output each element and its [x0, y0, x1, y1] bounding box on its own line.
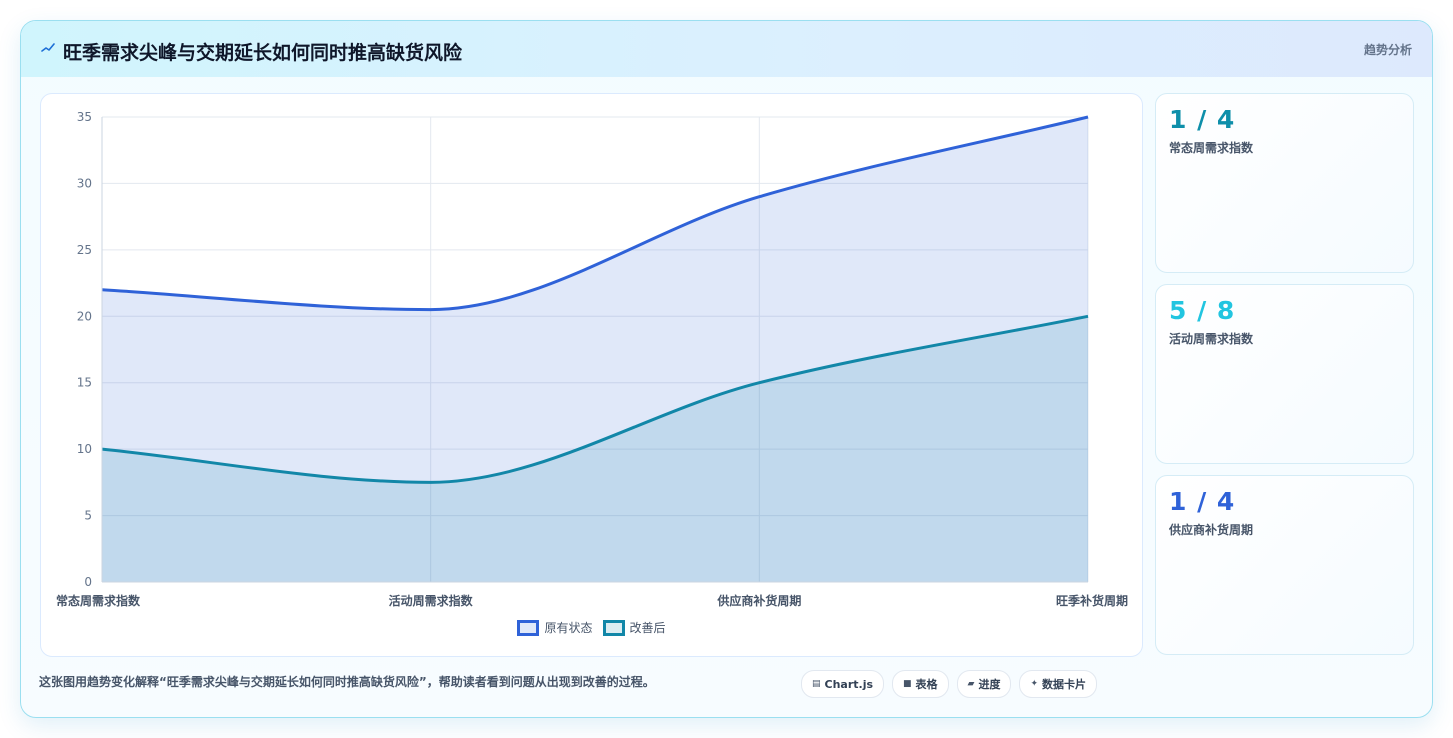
- pill-progress[interactable]: ▰ 进度: [956, 670, 1012, 698]
- y-tick-label: 10: [77, 442, 92, 456]
- x-tick-label: 活动周需求指数: [389, 593, 474, 608]
- legend-label-improved: 改善后: [629, 621, 666, 635]
- feature-pills: ▤ Chart.js ■ 表格 ▰ 进度 ✦ 数据卡片: [801, 670, 1098, 698]
- chart-legend: 原有状态 改善后: [41, 619, 1142, 636]
- x-tick-label: 旺季补货周期: [1056, 593, 1128, 608]
- x-tick-label: 供应商补货周期: [716, 593, 801, 608]
- chart-icon: ▤: [812, 679, 821, 689]
- pill-label: 数据卡片: [1042, 678, 1087, 691]
- pill-label: 进度: [978, 678, 1001, 691]
- y-tick-label: 15: [77, 376, 92, 390]
- pill-table[interactable]: ■ 表格: [892, 670, 949, 698]
- stat-card-3: 1 / 4 供应商补货周期: [1155, 475, 1414, 655]
- pill-label: 表格: [915, 678, 938, 691]
- analysis-tag: 趋势分析: [1363, 43, 1412, 57]
- table-icon: ■: [903, 679, 912, 689]
- chart-description: 这张图用趋势变化解释“旺季需求尖峰与交期延长如何同时推高缺货风险”，帮助读者看到…: [39, 675, 655, 689]
- sparkle-icon: ✦: [1030, 679, 1039, 689]
- series-area: [102, 316, 1088, 582]
- y-tick-label: 20: [77, 309, 92, 323]
- series-area: [102, 117, 1088, 582]
- chart-panel: 0 5 10 15 20 25 30 35 常态周需求指数 活动周需求指数 供应商补货周期 旺季补货周…: [40, 93, 1143, 657]
- legend-label-original: 原有状态: [544, 621, 593, 635]
- stat-label: 供应商补货周期: [1169, 523, 1254, 537]
- stat-value: 5 / 8: [1169, 296, 1236, 325]
- pill-label: Chart.js: [824, 677, 874, 691]
- y-tick-label: 30: [77, 176, 92, 190]
- card-header: 旺季需求尖峰与交期延长如何同时推高缺货风险 趋势分析: [21, 21, 1432, 77]
- legend-item-original[interactable]: 原有状态: [517, 619, 593, 636]
- stat-value: 1 / 4: [1169, 487, 1236, 516]
- legend-swatch-improved: [602, 619, 625, 636]
- stat-label: 活动周需求指数: [1169, 332, 1254, 346]
- series-line: [101, 314, 1089, 484]
- legend-swatch-original: [517, 619, 540, 636]
- series-line: [101, 115, 1089, 312]
- chart-card: 旺季需求尖峰与交期延长如何同时推高缺货风险 趋势分析 0 5 10 15 20 25 30 3…: [20, 20, 1433, 718]
- pill-chartjs[interactable]: ▤ Chart.js: [801, 670, 885, 698]
- stat-label: 常态周需求指数: [1169, 141, 1254, 155]
- stat-card-1: 1 / 4 常态周需求指数: [1155, 93, 1414, 273]
- stat-card-2: 5 / 8 活动周需求指数: [1155, 284, 1414, 464]
- y-tick-label: 5: [84, 509, 92, 523]
- y-tick-label: 0: [84, 575, 92, 589]
- x-tick-label: 常态周需求指数: [56, 593, 141, 608]
- spark-line-icon: [41, 43, 55, 52]
- legend-item-improved[interactable]: 改善后: [602, 619, 666, 636]
- y-tick-label: 25: [77, 243, 92, 257]
- progress-icon: ▰: [967, 679, 975, 689]
- area-chart: 0 5 10 15 20 25 30 35 常态周需求指数 活动周需求指数 供应商补货周期 旺季补货周…: [56, 110, 1128, 608]
- page-title: 旺季需求尖峰与交期延长如何同时推高缺货风险: [63, 42, 463, 64]
- stat-value: 1 / 4: [1169, 105, 1236, 134]
- y-tick-label: 35: [77, 110, 92, 124]
- pill-data-card[interactable]: ✦ 数据卡片: [1019, 670, 1098, 698]
